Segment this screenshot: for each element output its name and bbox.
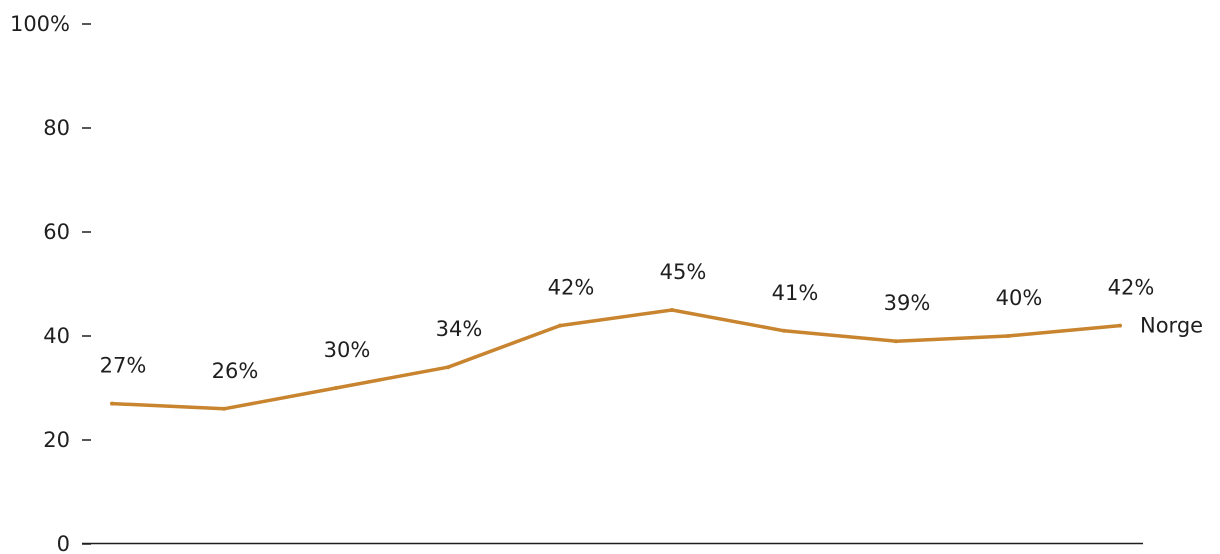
series-line — [110, 308, 1122, 411]
y-tick-label: 80 — [43, 116, 70, 140]
data-label: 45% — [660, 260, 707, 284]
y-tick-label: 40 — [43, 324, 70, 348]
y-tick-label: 60 — [43, 220, 70, 244]
data-point — [222, 406, 226, 411]
data-point — [558, 323, 562, 328]
data-point — [1118, 323, 1122, 328]
data-label-layer: 27% 26% 30% 34% 42% 45% 41% 39% 40% 42% Norge — [100, 260, 1203, 383]
data-label: 41% — [772, 281, 819, 305]
y-tick-label: 0 — [57, 532, 70, 554]
y-tick-label: 100% — [10, 12, 70, 36]
data-point — [782, 328, 786, 333]
data-label: 42% — [1108, 276, 1155, 300]
data-label: 26% — [212, 359, 259, 383]
data-point — [446, 365, 450, 370]
data-label: 39% — [884, 291, 931, 315]
data-point — [1006, 334, 1010, 338]
data-label: 40% — [996, 286, 1043, 310]
data-label: 27% — [100, 354, 147, 378]
data-label: 42% — [548, 276, 595, 300]
y-tick-label: 20 — [43, 428, 70, 452]
y-axis: 0 20 40 60 80 100% — [10, 12, 91, 554]
data-label: 30% — [324, 338, 371, 362]
data-point — [334, 386, 338, 390]
series-layer — [110, 308, 1122, 411]
data-label: 34% — [436, 317, 483, 341]
data-point — [110, 401, 114, 406]
data-point — [894, 339, 898, 344]
series-name-label: Norge — [1140, 314, 1203, 338]
data-point — [670, 308, 674, 312]
